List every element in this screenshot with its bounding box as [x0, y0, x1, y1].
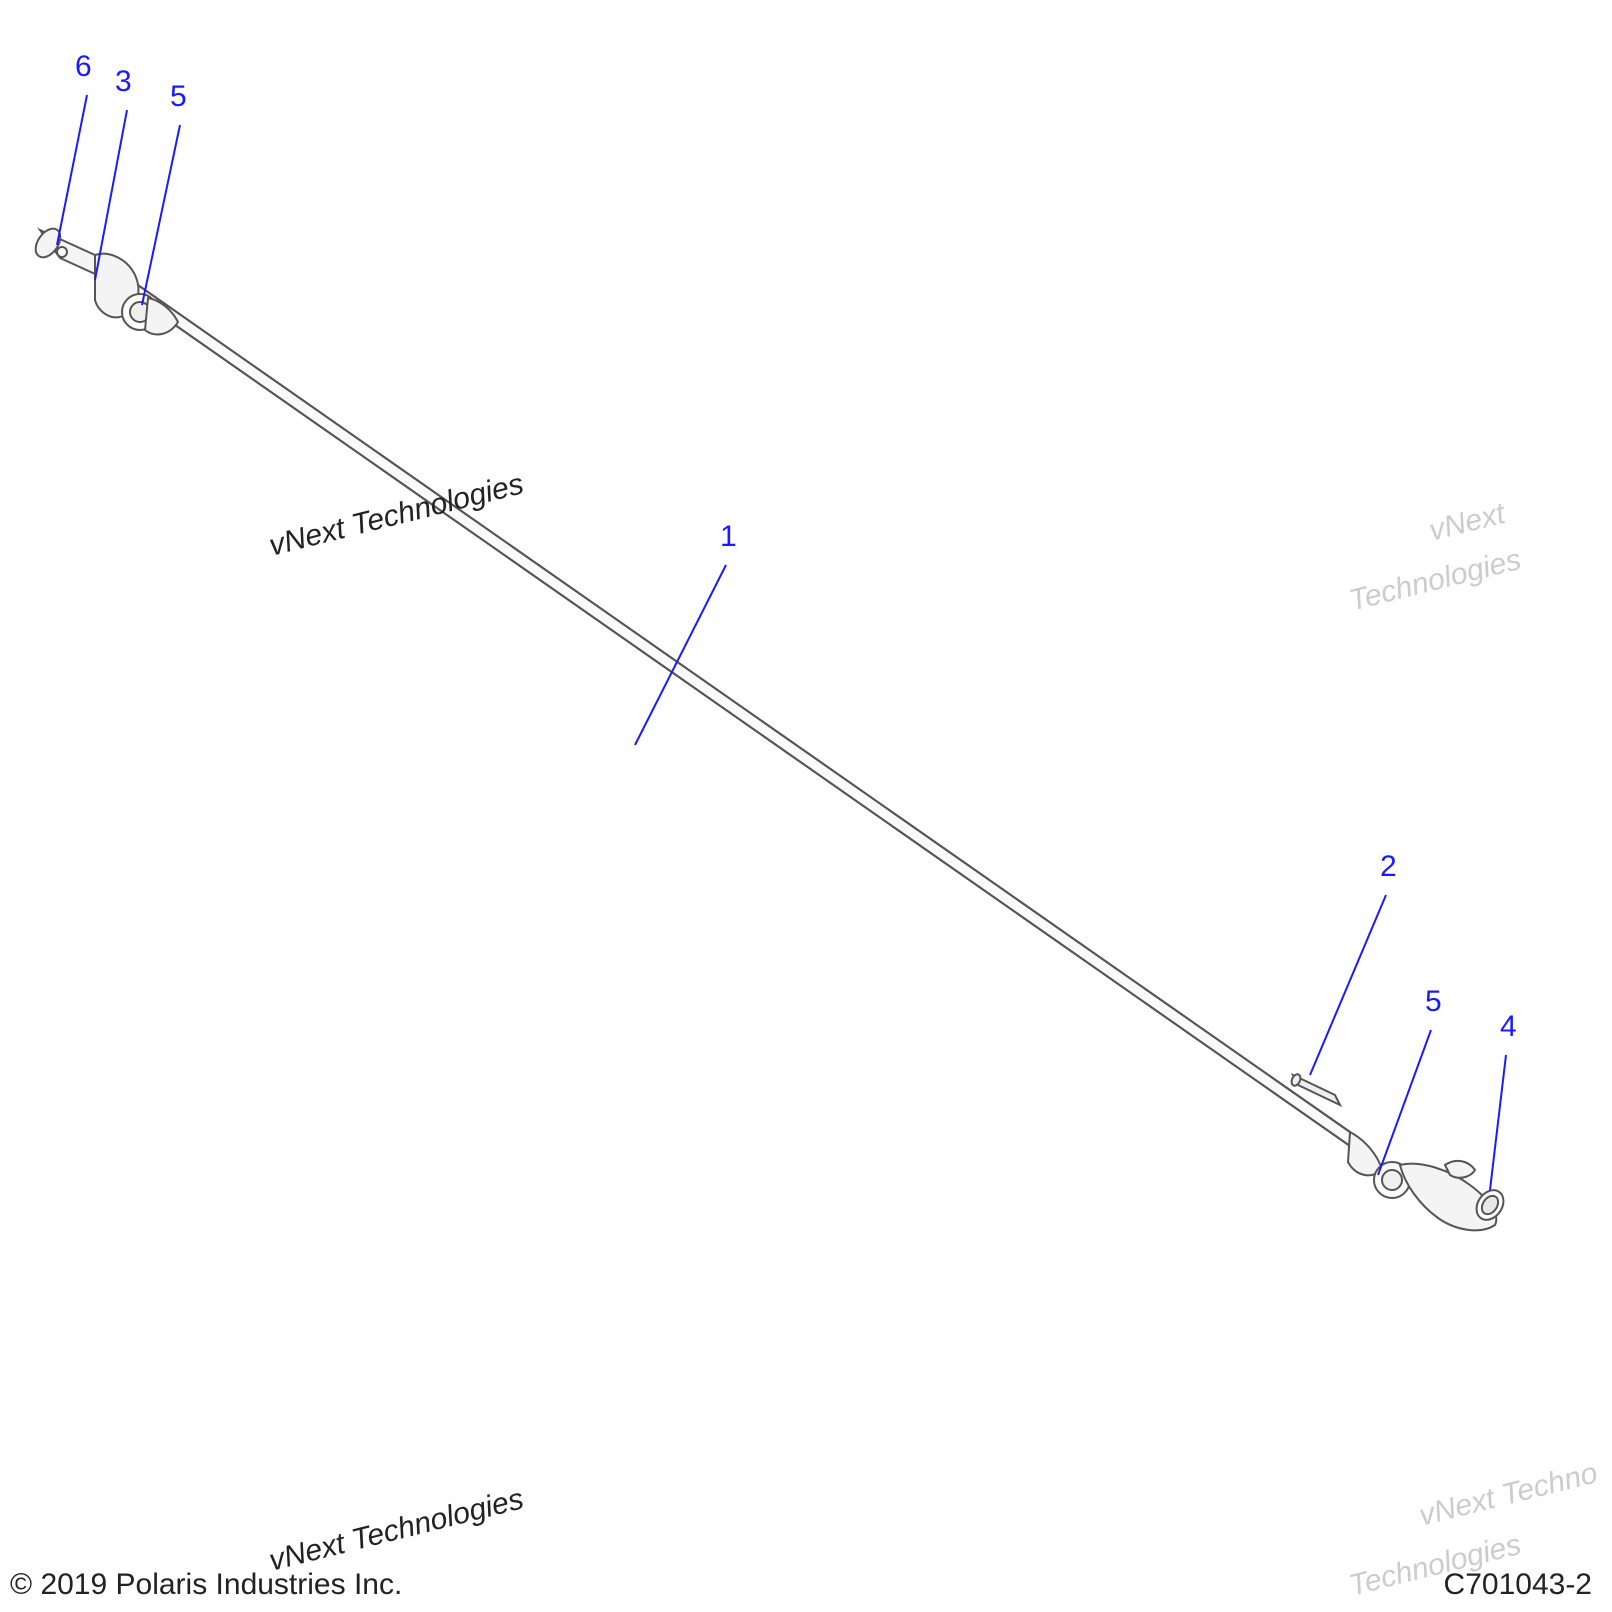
- watermark-4a: vNext Techno: [1416, 1456, 1601, 1533]
- callout-3: 3: [115, 65, 132, 99]
- watermark-1: vNext Technologies: [266, 467, 527, 563]
- watermark-3: vNext Technologies: [266, 1482, 527, 1578]
- diagram-canvas: 6 3 5 1 2 5 4 vNext Technologies vNext T…: [0, 0, 1612, 1612]
- callout-lines: [57, 95, 1506, 1190]
- copyright-text: © 2019 Polaris Industries Inc.: [10, 1568, 402, 1602]
- callout-1: 1: [720, 520, 737, 554]
- drawing-layer: [0, 0, 1612, 1612]
- drawing-number: C701043-2: [1444, 1568, 1592, 1602]
- watermark-2a: vNext: [1426, 497, 1509, 549]
- callout-2: 2: [1380, 850, 1397, 884]
- callout-6: 6: [75, 50, 92, 84]
- watermark-2b: Technologies: [1346, 543, 1525, 618]
- callout-4: 4: [1500, 1010, 1517, 1044]
- callout-5-front: 5: [170, 80, 187, 114]
- callout-5-rear: 5: [1425, 985, 1442, 1019]
